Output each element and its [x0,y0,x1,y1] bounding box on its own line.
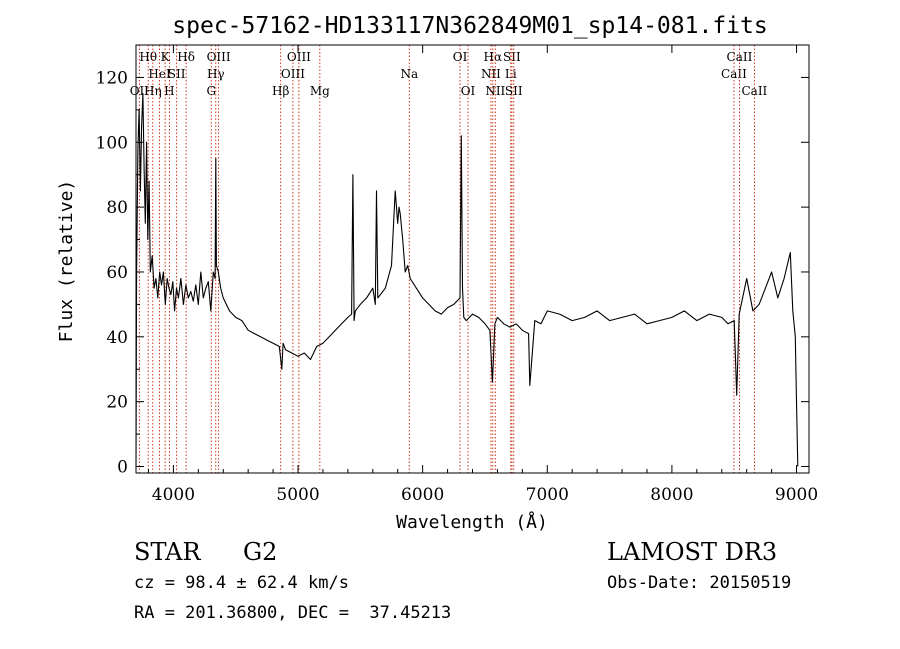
line-marker-label: SII [505,84,523,98]
line-marker-label: Hβ [272,84,289,98]
line-marker-label: Hη [144,84,162,98]
line-marker-label: SII [168,67,186,81]
line-marker-label: K [161,50,171,64]
chart-title: spec-57162-HD133117N362849M01_sp14-081.f… [172,13,767,39]
line-marker-label: G [206,84,216,98]
y-tick-label: 100 [96,133,128,153]
line-marker-label: NII [485,84,505,98]
line-marker-label: CaII [721,67,747,81]
line-marker-label: Hα [484,50,503,64]
line-markers: OIIHθHηHeIKHSIIHδGHγOIIIHβOIIIOIIIMgNaOI… [130,45,768,473]
line-marker-label: Hδ [177,50,195,64]
y-tick-label: 0 [117,458,128,478]
redshift-velocity: cz = 98.4 ± 62.4 km/s [134,573,349,593]
x-tick-label: 9000 [775,485,818,505]
object-class: STAR [134,538,201,566]
line-marker-label: Hθ [139,50,157,64]
axis-ticks: 4000 5000 6000 7000 8000 9000 0 20 40 60 80 100 120 [96,45,818,505]
y-tick-label: 80 [106,198,128,218]
line-marker-label: OIII [287,50,311,64]
line-marker-label: SII [503,50,521,64]
line-marker-label: OIII [207,50,231,64]
line-marker-label: OI [461,84,476,98]
line-marker-label: Li [505,67,517,81]
observation-date: Obs-Date: 20150519 [607,573,792,593]
x-tick-label: 5000 [276,485,319,505]
x-tick-label: 6000 [401,485,444,505]
object-subclass: G2 [243,538,278,566]
x-tick-label: 8000 [650,485,693,505]
line-marker-label: OIII [281,67,305,81]
line-marker-label: OII [130,84,150,98]
plot-frame [135,44,810,474]
line-marker-label: OI [453,50,468,64]
line-marker-label: Na [400,67,418,81]
line-marker-label: CaII [741,84,767,98]
line-marker-label: NII [481,67,501,81]
y-tick-label: 40 [106,328,128,348]
line-marker-label: Mg [310,84,330,98]
spectrum-series-line [135,93,799,467]
x-tick-label: 7000 [526,485,569,505]
y-tick-label: 120 [96,68,128,88]
survey-name: LAMOST DR3 [607,538,778,566]
y-axis-label: Flux (relative) [56,180,77,343]
x-axis-label: Wavelength (Å) [396,511,548,533]
y-tick-label: 20 [106,393,128,413]
x-tick-label: 4000 [152,485,195,505]
y-tick-label: 60 [106,263,128,283]
coordinates: RA = 201.36800, DEC = 37.45213 [134,603,452,623]
line-marker-label: CaII [727,50,753,64]
line-marker-label: H [164,84,174,98]
line-marker-label: Hγ [207,67,225,81]
